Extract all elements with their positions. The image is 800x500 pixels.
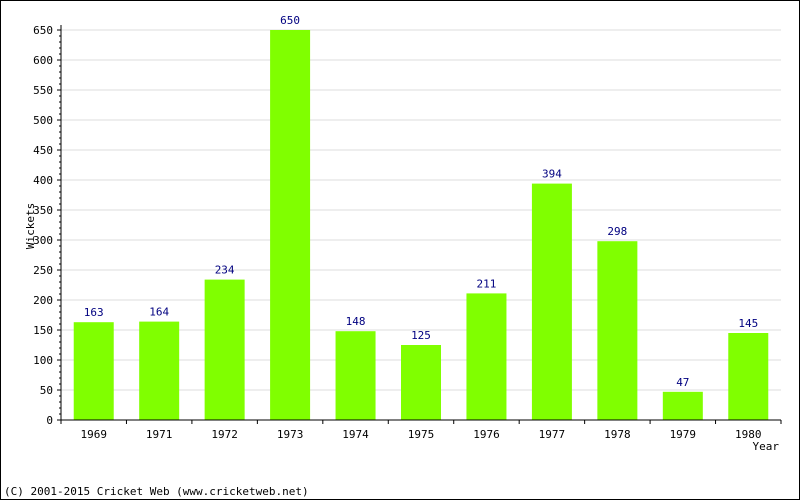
bar-1979 — [662, 391, 703, 420]
bar-1971 — [139, 321, 180, 420]
data-label-1976: 211 — [477, 277, 497, 290]
data-labels: 163 164 234 650 148 125 211 394 298 47 145 — [84, 14, 758, 389]
data-label-1974: 148 — [346, 315, 366, 328]
data-label-1979: 47 — [676, 376, 689, 389]
y-tick-label: 650 — [33, 24, 53, 37]
x-tick-label: 1974 — [342, 428, 369, 441]
y-tick-label: 100 — [33, 354, 53, 367]
bar-1975 — [401, 345, 441, 420]
data-label-1975: 125 — [411, 329, 431, 342]
x-tick-label: 1975 — [408, 428, 435, 441]
data-label-1971: 164 — [149, 306, 169, 319]
x-tick-label: 1976 — [473, 428, 500, 441]
x-tick-label: 1969 — [80, 428, 107, 441]
x-tick-label: 1978 — [604, 428, 631, 441]
x-tick-label: 1972 — [211, 428, 238, 441]
axes: 0 50 100 150 200 250 300 350 400 450 500 550 600 650 1… — [33, 24, 782, 441]
y-tick-label: 0 — [46, 414, 53, 427]
y-tick-label: 150 — [33, 324, 53, 337]
bar-1980 — [728, 333, 769, 420]
bars — [73, 30, 769, 420]
x-tick-label: 1977 — [539, 428, 566, 441]
x-tick-label: 1973 — [277, 428, 304, 441]
bar-1969 — [73, 322, 114, 420]
x-tick-label: 1980 — [735, 428, 762, 441]
y-tick-label: 500 — [33, 114, 53, 127]
data-label-1972: 234 — [215, 264, 235, 277]
data-label-1973: 650 — [280, 14, 300, 27]
data-label-1978: 298 — [607, 225, 627, 238]
y-tick-label: 600 — [33, 54, 53, 67]
y-tick-label: 300 — [33, 234, 53, 247]
x-tick-label: 1979 — [670, 428, 697, 441]
y-tick-label: 200 — [33, 294, 53, 307]
bar-1978 — [597, 241, 638, 420]
copyright-text: (C) 2001-2015 Cricket Web (www.cricketwe… — [4, 485, 309, 498]
y-tick-label: 550 — [33, 84, 53, 97]
x-tick-label: 1971 — [146, 428, 173, 441]
y-tick-label: 450 — [33, 144, 53, 157]
bar-1974 — [335, 331, 376, 420]
x-axis-title: Year — [753, 440, 780, 453]
bar-1976 — [466, 293, 507, 420]
data-label-1969: 163 — [84, 306, 104, 319]
data-label-1977: 394 — [542, 168, 562, 181]
gridlines — [61, 29, 781, 391]
bar-1972 — [204, 279, 245, 420]
y-tick-label: 400 — [33, 174, 53, 187]
data-label-1980: 145 — [738, 317, 758, 330]
y-tick-label: 50 — [40, 384, 53, 397]
y-axis-title: Wickets — [24, 203, 37, 249]
bar-1973 — [270, 30, 311, 420]
bar-1977 — [531, 183, 572, 420]
y-tick-label: 250 — [33, 264, 53, 277]
y-tick-label: 350 — [33, 204, 53, 217]
